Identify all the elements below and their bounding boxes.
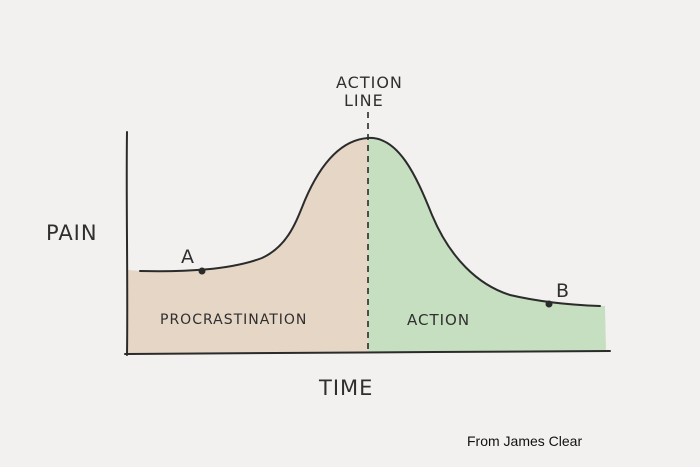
point-a-label: A <box>181 246 195 268</box>
action-line-label-line1: ACTION <box>336 73 403 92</box>
point-b-label: B <box>556 280 570 302</box>
credit-text: From James Clear <box>467 433 583 449</box>
y-axis <box>125 131 129 356</box>
action-region <box>368 137 606 353</box>
x-axis-label: TIME <box>318 376 373 400</box>
procrastination-region <box>128 138 368 353</box>
procrastination-label: PROCRASTINATION <box>160 312 307 328</box>
y-axis-label: PAIN <box>46 221 98 245</box>
point-a-marker <box>198 267 206 275</box>
action-line-label-line2: LINE <box>344 91 384 110</box>
point-b-marker <box>545 300 553 308</box>
x-axis <box>124 350 611 355</box>
action-label: ACTION <box>407 311 470 329</box>
